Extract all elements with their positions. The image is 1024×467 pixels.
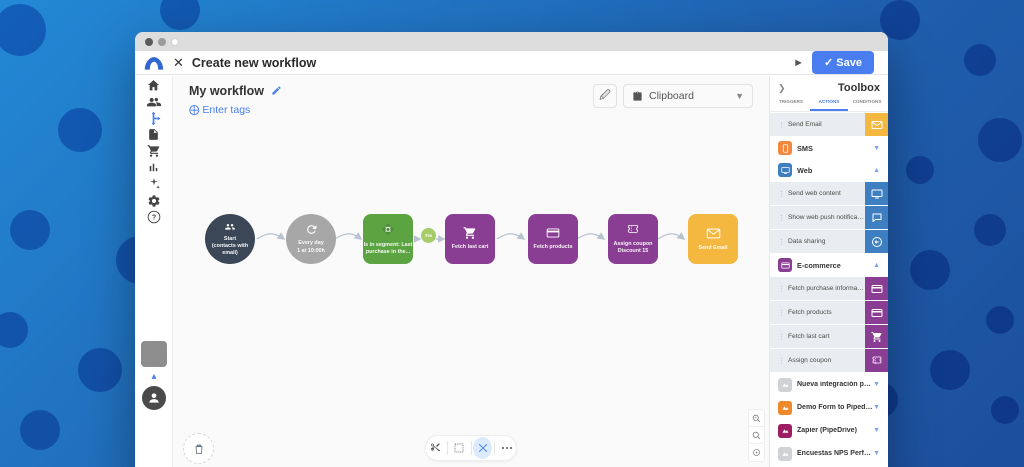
svg-text:?: ?	[151, 215, 155, 222]
